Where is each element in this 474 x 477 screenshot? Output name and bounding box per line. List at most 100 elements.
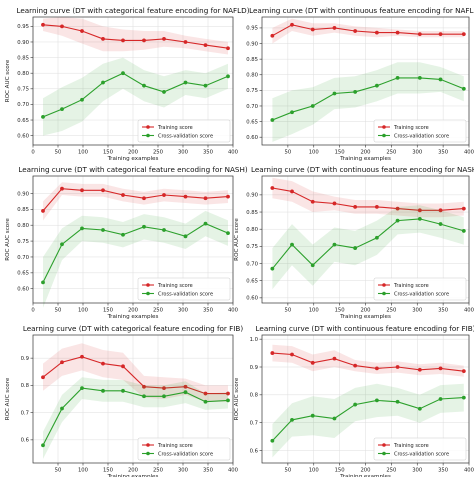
series-line: [271, 218, 464, 270]
y-tick-label: 0.65: [246, 119, 258, 125]
legend-swatch-marker: [382, 451, 386, 456]
series-line: [271, 397, 464, 442]
legend: Training score Cross-validation score: [137, 119, 231, 143]
series-training: [41, 17, 230, 55]
x-tick-label: 250: [386, 308, 397, 314]
data-point: [142, 224, 146, 229]
data-point: [203, 196, 208, 201]
confidence-band: [272, 18, 464, 44]
data-point: [60, 24, 64, 29]
data-point: [121, 193, 125, 197]
data-point: [101, 188, 105, 193]
y-tick-label: 0.80: [17, 223, 29, 229]
y-tick-label: 0.7: [21, 410, 29, 416]
data-point: [203, 391, 208, 396]
series-cross-validation: [41, 57, 230, 136]
legend-swatch-marker: [382, 125, 386, 129]
data-point: [226, 391, 230, 396]
data-point: [162, 394, 166, 399]
y-tick-label: 0.65: [246, 278, 258, 284]
data-point: [332, 201, 337, 206]
data-point: [438, 397, 443, 401]
legend: Training score Cross-validation score: [373, 119, 467, 143]
legend-swatch-marker: [146, 283, 150, 287]
data-point: [395, 75, 400, 80]
data-point: [80, 29, 84, 33]
data-point: [60, 186, 64, 191]
data-point: [417, 217, 422, 221]
x-tick-label: 250: [386, 468, 397, 474]
legend-box: [373, 119, 467, 143]
data-point: [374, 366, 379, 371]
x-tick-label: 50: [55, 308, 62, 314]
series-cross-validation: [41, 210, 230, 308]
y-tick-label: 0.75: [17, 87, 29, 93]
data-point: [270, 186, 275, 190]
data-point: [101, 361, 105, 366]
x-tick-label: 300: [412, 468, 423, 474]
x-tick-label: 150: [103, 308, 114, 314]
series-training: [41, 343, 230, 402]
x-tick-label: 300: [412, 150, 423, 156]
series-cross-validation: [270, 62, 466, 142]
y-tick-label: 0.90: [17, 40, 29, 46]
chart-title: Learning curve (DT with continuous featu…: [249, 6, 474, 15]
data-point: [310, 27, 315, 32]
y-tick-label: 0.8: [21, 383, 30, 389]
data-point: [290, 22, 294, 27]
legend-box: [373, 437, 467, 461]
legend-swatch-marker: [146, 443, 150, 447]
legend-swatch-marker: [146, 125, 150, 129]
chart-title: Learning curve (DT with categorical feat…: [18, 165, 248, 174]
x-tick-label: 150: [103, 468, 114, 474]
legend: Training score Cross-validation score: [137, 437, 231, 461]
y-tick-label: 0.75: [17, 239, 29, 245]
data-point: [121, 232, 125, 237]
data-point: [41, 115, 45, 119]
data-point: [270, 118, 275, 122]
legend-label: Cross-validation score: [158, 451, 213, 457]
y-axis-label: ROC AUC score: [234, 377, 240, 420]
data-point: [417, 32, 422, 37]
x-tick-label: 350: [438, 150, 449, 156]
data-point: [270, 351, 275, 355]
x-tick-label: 200: [360, 308, 371, 314]
y-tick-label: 0.9: [21, 356, 29, 362]
y-tick-label: 0.95: [246, 26, 258, 32]
y-tick-label: 0.70: [246, 104, 258, 110]
data-point: [183, 234, 188, 239]
data-point: [41, 280, 45, 285]
data-point: [60, 406, 64, 411]
x-tick-label: 350: [203, 150, 214, 156]
data-point: [438, 222, 443, 226]
data-point: [310, 199, 315, 204]
series-line: [42, 356, 228, 395]
chart-panel-3: Learning curve (DT with categorical feat…: [5, 165, 248, 320]
data-point: [142, 83, 146, 88]
legend-swatch-marker: [382, 443, 386, 447]
legend-swatch-marker: [382, 283, 386, 287]
data-point: [395, 399, 400, 404]
series-training: [270, 177, 466, 218]
x-tick-label: 350: [203, 468, 214, 474]
data-point: [395, 218, 400, 223]
legend-label: Training score: [393, 125, 429, 131]
data-point: [438, 208, 443, 213]
legend-label: Cross-validation score: [394, 291, 449, 297]
data-point: [290, 189, 294, 194]
data-point: [203, 399, 208, 404]
data-point: [353, 90, 358, 94]
series-training: [270, 18, 466, 44]
x-tick-label: 150: [335, 150, 346, 156]
y-tick-label: 0.60: [246, 296, 258, 302]
data-point: [461, 395, 466, 400]
confidence-band: [43, 17, 228, 55]
series-line: [42, 24, 229, 49]
x-tick-label: 300: [178, 150, 189, 156]
data-point: [226, 74, 230, 79]
y-tick-label: 0.9: [250, 365, 258, 371]
legend-label: Cross-validation score: [394, 451, 449, 457]
data-point: [183, 40, 188, 44]
data-point: [374, 83, 379, 88]
